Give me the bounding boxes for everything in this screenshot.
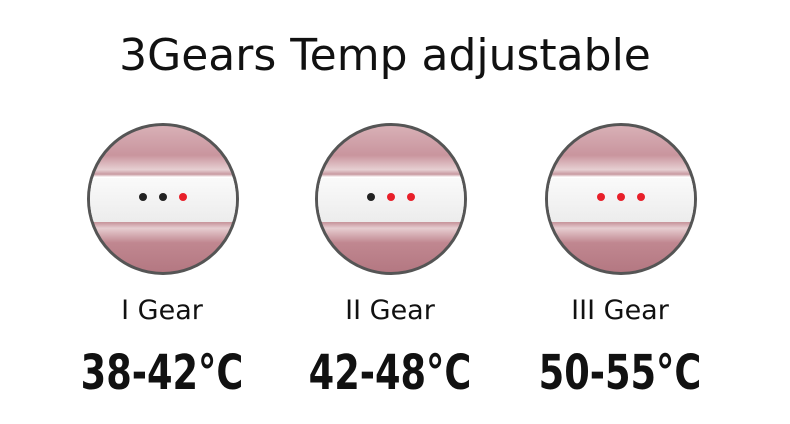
gear-label: I Gear xyxy=(121,295,203,326)
indicator-dot-icon xyxy=(139,193,147,201)
indicator-dot-icon xyxy=(597,193,605,201)
gear-temperature: 42-48°C xyxy=(308,345,472,401)
page-title: 3Gears Temp adjustable xyxy=(119,30,651,81)
indicator-dot-icon xyxy=(637,193,645,201)
indicator-dot-icon xyxy=(387,193,395,201)
indicator-circle xyxy=(545,123,697,275)
gear-temperature: 38-42°C xyxy=(80,345,244,401)
indicator-circle xyxy=(315,123,467,275)
gear-temperature: 50-55°C xyxy=(538,345,702,401)
indicator-band xyxy=(548,178,694,222)
indicator-band xyxy=(90,178,236,222)
indicator-dot-icon xyxy=(159,193,167,201)
gear-label: II Gear xyxy=(345,295,435,326)
indicator-dot-icon xyxy=(407,193,415,201)
indicator-band xyxy=(318,178,464,222)
indicator-dot-icon xyxy=(367,193,375,201)
indicator-dot-icon xyxy=(617,193,625,201)
indicator-circle xyxy=(87,123,239,275)
indicator-dot-icon xyxy=(179,193,187,201)
gear-label: III Gear xyxy=(571,295,669,326)
